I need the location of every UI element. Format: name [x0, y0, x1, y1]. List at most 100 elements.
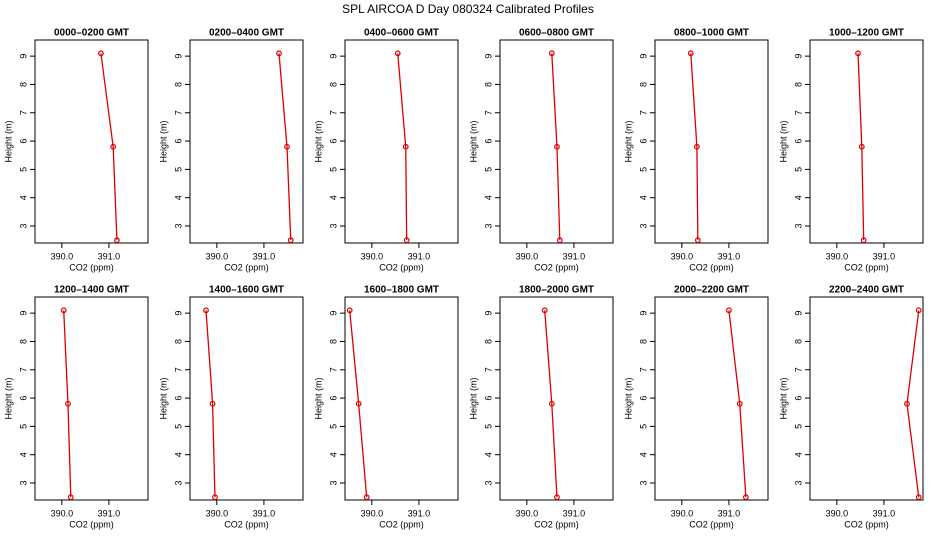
- y-tick-label: 4: [483, 452, 493, 457]
- x-tick-label: 390.0: [826, 508, 849, 518]
- y-axis-label: Height (m): [313, 377, 323, 419]
- data-point: [284, 143, 290, 150]
- data-point: [860, 237, 867, 244]
- x-axis-label: CO2 (ppm): [224, 262, 269, 272]
- y-tick-label: 8: [483, 82, 493, 87]
- y-axis-label: Height (m): [468, 377, 478, 419]
- profile-line: [63, 310, 72, 498]
- y-tick-label: 5: [173, 424, 183, 429]
- y-tick-label: 8: [173, 339, 183, 344]
- data-point: [548, 400, 555, 407]
- panel-title: 0200–0400 GMT: [209, 28, 284, 39]
- data-point: [403, 237, 410, 244]
- x-tick-label: 391.0: [253, 251, 276, 261]
- panel-title: 1200–1400 GMT: [54, 285, 129, 296]
- data-point: [276, 50, 282, 57]
- data-point: [98, 50, 104, 57]
- x-tick-label: 391.0: [718, 508, 741, 518]
- profile-line: [857, 53, 865, 241]
- y-tick-label: 9: [173, 311, 183, 316]
- data-point: [858, 143, 865, 150]
- y-tick-label: 3: [638, 481, 648, 486]
- x-axis-label: CO2 (ppm): [224, 519, 269, 529]
- y-tick-label: 8: [18, 82, 28, 87]
- profile-line: [278, 53, 292, 241]
- panel: 0200–0400 GMT 390.0 391.0 3 4 5 6 7 8 9 CO2 (ppm) H…: [158, 28, 304, 272]
- data-point: [209, 400, 216, 407]
- y-tick-label: 7: [173, 367, 183, 372]
- profile-line: [551, 53, 561, 241]
- y-axis-label: Height (m): [3, 120, 13, 162]
- y-tick-label: 4: [793, 195, 803, 200]
- y-tick-label: 7: [328, 110, 338, 115]
- y-tick-label: 8: [793, 82, 803, 87]
- y-tick-label: 6: [18, 396, 28, 401]
- profile-line: [906, 310, 920, 498]
- panel: 0400–0600 GMT 390.0 391.0 3 4 5 6 7 8 9 CO2 (ppm) H…: [313, 28, 459, 272]
- x-tick-label: 391.0: [253, 508, 276, 518]
- x-tick-label: 391.0: [873, 508, 896, 518]
- y-tick-label: 4: [328, 195, 338, 200]
- y-tick-label: 9: [638, 311, 648, 316]
- data-point: [742, 494, 749, 501]
- panel-title: 1800–2000 GMT: [519, 285, 594, 296]
- y-tick-label: 6: [483, 396, 493, 401]
- y-tick-label: 4: [328, 452, 338, 457]
- y-axis-label: Height (m): [158, 120, 168, 162]
- panel: 1200–1400 GMT 390.0 391.0 3 4 5 6 7 8 9 CO2 (ppm) H…: [3, 285, 149, 529]
- y-tick-label: 4: [18, 195, 28, 200]
- y-tick-label: 4: [638, 452, 648, 457]
- x-tick-label: 390.0: [206, 508, 229, 518]
- y-tick-label: 6: [173, 139, 183, 144]
- y-tick-label: 3: [793, 224, 803, 229]
- panel-title: 1400–1600 GMT: [209, 285, 284, 296]
- x-axis-label: CO2 (ppm): [689, 262, 734, 272]
- profile-line: [349, 310, 368, 498]
- data-point: [915, 307, 922, 314]
- y-tick-label: 9: [18, 311, 28, 316]
- y-tick-label: 6: [328, 396, 338, 401]
- panel-title: 0600–0800 GMT: [519, 28, 594, 39]
- y-tick-label: 5: [638, 424, 648, 429]
- panel: 1400–1600 GMT 390.0 391.0 3 4 5 6 7 8 9 CO2 (ppm) H…: [158, 285, 304, 529]
- y-tick-label: 7: [638, 367, 648, 372]
- y-axis-label: Height (m): [313, 120, 323, 162]
- y-tick-label: 5: [483, 424, 493, 429]
- y-tick-label: 4: [483, 195, 493, 200]
- profile-line: [544, 310, 558, 498]
- data-point: [855, 50, 861, 57]
- panel: 0600–0800 GMT 390.0 391.0 3 4 5 6 7 8 9 CO2 (ppm) H…: [468, 28, 614, 272]
- y-axis-label: Height (m): [623, 377, 633, 419]
- y-tick-label: 5: [793, 167, 803, 172]
- y-tick-label: 3: [638, 224, 648, 229]
- y-tick-label: 6: [328, 139, 338, 144]
- y-tick-label: 3: [173, 481, 183, 486]
- y-tick-label: 4: [173, 452, 183, 457]
- profile-line: [100, 53, 118, 241]
- y-tick-label: 8: [173, 82, 183, 87]
- y-tick-label: 3: [18, 224, 28, 229]
- x-axis-label: CO2 (ppm): [379, 519, 424, 529]
- data-point: [904, 400, 910, 407]
- y-tick-label: 5: [18, 424, 28, 429]
- y-tick-label: 3: [328, 481, 338, 486]
- y-tick-label: 9: [173, 54, 183, 59]
- x-tick-label: 391.0: [98, 251, 121, 261]
- y-tick-label: 7: [638, 110, 648, 115]
- x-axis-label: CO2 (ppm): [844, 519, 889, 529]
- data-point: [541, 307, 548, 314]
- y-tick-label: 3: [18, 481, 28, 486]
- data-point: [394, 50, 401, 57]
- panel-title: 1600–1800 GMT: [364, 285, 439, 296]
- y-tick-label: 7: [483, 367, 493, 372]
- y-tick-label: 5: [638, 167, 648, 172]
- y-tick-label: 5: [328, 424, 338, 429]
- x-axis-label: CO2 (ppm): [379, 262, 424, 272]
- panel: 1600–1800 GMT 390.0 391.0 3 4 5 6 7 8 9 CO2 (ppm) H…: [313, 285, 459, 529]
- y-tick-label: 5: [18, 167, 28, 172]
- panel: 1000–1200 GMT 390.0 391.0 3 4 5 6 7 8 9 CO2 (ppm) H…: [778, 28, 924, 272]
- y-tick-label: 8: [638, 339, 648, 344]
- x-tick-label: 390.0: [51, 508, 74, 518]
- data-point: [346, 307, 353, 314]
